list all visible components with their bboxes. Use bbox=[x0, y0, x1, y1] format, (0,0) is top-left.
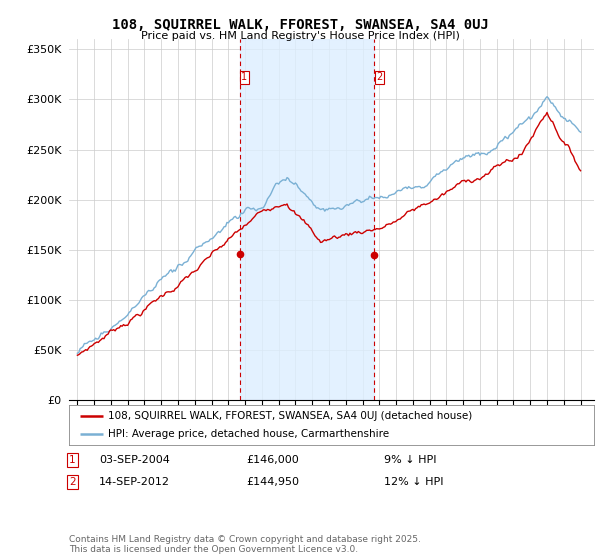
Text: 1: 1 bbox=[69, 455, 76, 465]
Text: £144,950: £144,950 bbox=[246, 477, 299, 487]
Text: 108, SQUIRREL WALK, FFOREST, SWANSEA, SA4 0UJ: 108, SQUIRREL WALK, FFOREST, SWANSEA, SA… bbox=[112, 18, 488, 32]
Text: HPI: Average price, detached house, Carmarthenshire: HPI: Average price, detached house, Carm… bbox=[109, 430, 389, 439]
Text: 1: 1 bbox=[241, 72, 247, 82]
Text: 108, SQUIRREL WALK, FFOREST, SWANSEA, SA4 0UJ (detached house): 108, SQUIRREL WALK, FFOREST, SWANSEA, SA… bbox=[109, 411, 473, 421]
Bar bbox=[239, 39, 374, 400]
Text: 2: 2 bbox=[69, 477, 76, 487]
Text: 12% ↓ HPI: 12% ↓ HPI bbox=[384, 477, 443, 487]
Text: 14-SEP-2012: 14-SEP-2012 bbox=[99, 477, 170, 487]
Text: £146,000: £146,000 bbox=[246, 455, 299, 465]
Text: 2: 2 bbox=[376, 72, 382, 82]
Text: 03-SEP-2004: 03-SEP-2004 bbox=[99, 455, 170, 465]
Text: 9% ↓ HPI: 9% ↓ HPI bbox=[384, 455, 437, 465]
Text: Price paid vs. HM Land Registry's House Price Index (HPI): Price paid vs. HM Land Registry's House … bbox=[140, 31, 460, 41]
Text: Contains HM Land Registry data © Crown copyright and database right 2025.
This d: Contains HM Land Registry data © Crown c… bbox=[69, 535, 421, 554]
